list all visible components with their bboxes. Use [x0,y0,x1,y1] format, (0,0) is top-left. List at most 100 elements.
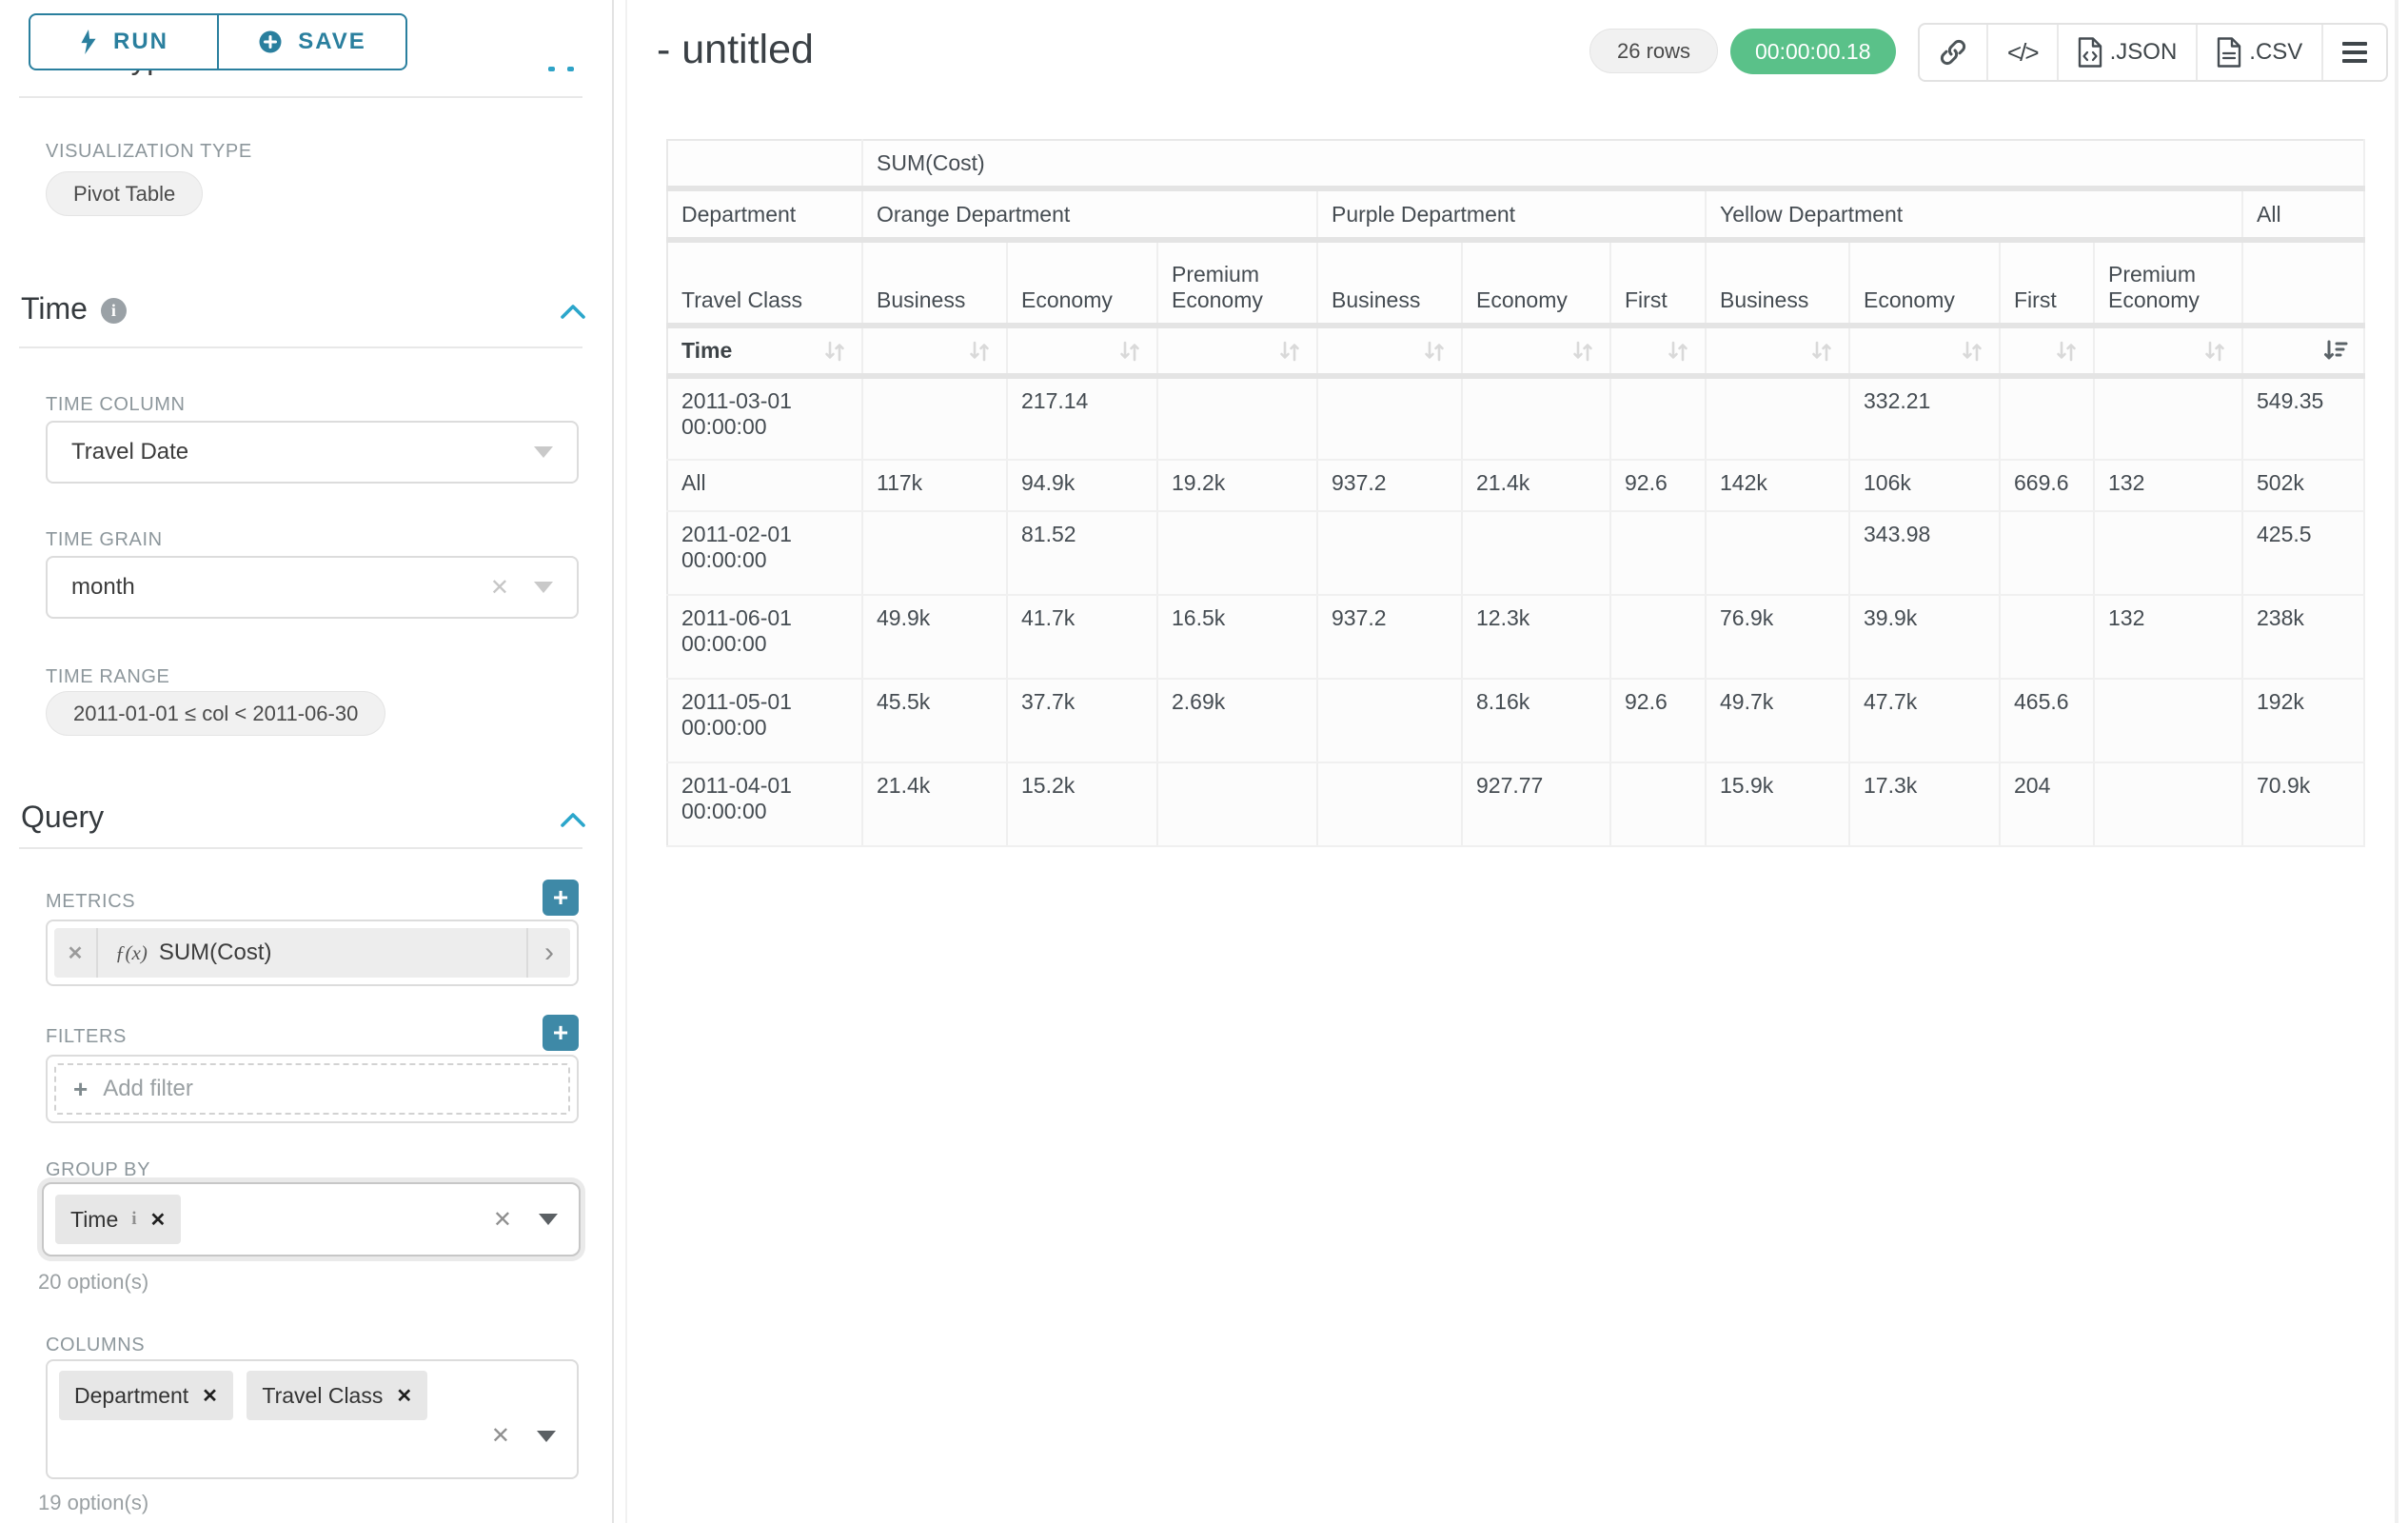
pivot-cell: 19.2k [1157,460,1318,512]
time-column-value: Travel Date [71,439,189,465]
caret-down-icon[interactable] [534,582,553,593]
sort-header-cell[interactable] [1157,326,1318,379]
sort-icon[interactable] [821,339,848,364]
close-icon[interactable]: ✕ [396,1385,413,1407]
sort-header-cell[interactable] [1610,326,1707,379]
filters-container: + Add filter [46,1055,579,1123]
clear-icon[interactable]: ✕ [489,574,509,601]
plus-circle-icon [259,30,282,53]
remove-metric-icon[interactable]: ✕ [54,928,98,978]
sort-header-cell[interactable] [2242,326,2365,379]
chevron-up-icon[interactable] [560,303,586,320]
close-icon[interactable]: ✕ [202,1385,218,1407]
group-by-select[interactable]: Time i ✕ ✕ [42,1182,581,1256]
add-metric-button[interactable]: + [543,880,579,916]
add-filter-button[interactable]: + [543,1015,579,1051]
pivot-cell: 217.14 [1007,376,1158,461]
run-button[interactable]: RUN [30,15,217,69]
sort-header-cell[interactable] [1706,326,1850,379]
time-column-select[interactable]: Travel Date [46,421,579,484]
pivot-cell [1317,376,1463,461]
pivot-cell: 45.5k [862,679,1008,763]
metrics-label: METRICS [46,891,136,912]
sort-icon[interactable] [1808,339,1835,364]
col-subheader: Premium Economy [2094,240,2243,328]
pivot-cell: 927.77 [1462,762,1611,847]
sort-header-cell[interactable] [1849,326,2001,379]
time-grain-select[interactable]: month ✕ [46,556,579,619]
columns-label: COLUMNS [46,1335,146,1355]
sort-icon[interactable] [1665,339,1691,364]
expand-metric-icon[interactable]: › [526,928,570,978]
pivot-cell [1462,376,1611,461]
row-header: 2011-02-01 00:00:00 [667,511,863,596]
sort-icon[interactable] [1569,339,1596,364]
results-menu-button[interactable] [2321,25,2386,80]
copy-link-button[interactable] [1920,25,1986,80]
col-subheader: Economy [1007,240,1158,328]
tag-label: Time [70,1206,119,1232]
caret-down-icon[interactable] [534,446,553,458]
lightning-icon [81,30,96,54]
control-panel: Chart Type RUN SAVE VISUALIZATION TYPE P… [0,0,627,1523]
viz-type-value-pill[interactable]: Pivot Table [46,171,204,216]
collapsed-control-mark [567,67,574,71]
sort-header-cell[interactable] [2000,326,2095,379]
sort-desc-icon[interactable] [2321,339,2350,364]
col-subheader: Business [1317,240,1463,328]
caret-down-icon[interactable] [539,1214,558,1225]
time-range-value-pill[interactable]: 2011-01-01 ≤ col < 2011-06-30 [46,691,386,736]
pivot-cell: 70.9k [2242,762,2365,847]
collapsed-control-mark [548,67,555,71]
info-icon[interactable]: i [131,1209,137,1229]
clear-icon[interactable]: ✕ [490,1423,510,1449]
chart-title[interactable]: - untitled [657,27,814,72]
columns-tag-department[interactable]: Department ✕ [59,1371,233,1420]
pivot-cell [1610,595,1707,680]
scrollbar-track[interactable] [2395,0,2398,1523]
row-header: All [667,460,863,512]
pivot-cell: 502k [2242,460,2365,512]
sort-icon[interactable] [2201,339,2228,364]
group-by-tag-time[interactable]: Time i ✕ [55,1195,182,1244]
sort-header-cell[interactable] [862,326,1008,379]
pivot-cell [1610,376,1707,461]
sort-header-cell[interactable] [1462,326,1611,379]
sort-header-cell[interactable] [1317,326,1463,379]
pivot-cell: 106k [1849,460,2001,512]
sort-header-cell[interactable] [1007,326,1158,379]
sort-icon[interactable] [966,339,993,364]
sort-header-cell[interactable] [2094,326,2243,379]
sort-icon[interactable] [1959,339,1985,364]
caret-down-icon[interactable] [537,1430,556,1442]
col-subheader: Economy [1849,240,2001,328]
pivot-cell: 937.2 [1317,595,1463,680]
csv-label: .CSV [2249,39,2303,65]
sort-icon[interactable] [1421,339,1448,364]
export-json-button[interactable]: .JSON [2056,25,2197,80]
pivot-cell: 37.7k [1007,679,1158,763]
save-button[interactable]: SAVE [217,15,405,69]
sort-icon[interactable] [2053,339,2080,364]
pivot-cell [2000,595,2095,680]
view-query-button[interactable]: </> [1986,25,2057,80]
pivot-cell: 425.5 [2242,511,2365,596]
sort-icon[interactable] [1116,339,1143,364]
chevron-up-icon[interactable] [560,811,586,828]
sort-icon[interactable] [1276,339,1303,364]
json-label: .JSON [2109,39,2178,65]
viz-type-label: VISUALIZATION TYPE [46,141,252,162]
pivot-cell: 17.3k [1849,762,2001,847]
close-icon[interactable]: ✕ [149,1209,167,1231]
pivot-cell [2094,376,2243,461]
group-by-option-count: 20 option(s) [38,1270,149,1294]
clear-icon[interactable]: ✕ [492,1206,512,1233]
export-csv-button[interactable]: .CSV [2196,25,2321,80]
tag-label: Department [74,1382,189,1408]
info-icon[interactable]: i [100,298,127,324]
columns-select[interactable]: Department ✕ Travel Class ✕ ✕ [46,1359,579,1479]
row-dimension-sort-cell[interactable]: Time [667,326,863,379]
columns-tag-travel-class[interactable]: Travel Class ✕ [247,1371,428,1420]
add-filter-dropzone[interactable]: + Add filter [54,1063,570,1115]
metric-pill[interactable]: ✕ ƒ(x) SUM(Cost) › [54,928,570,978]
